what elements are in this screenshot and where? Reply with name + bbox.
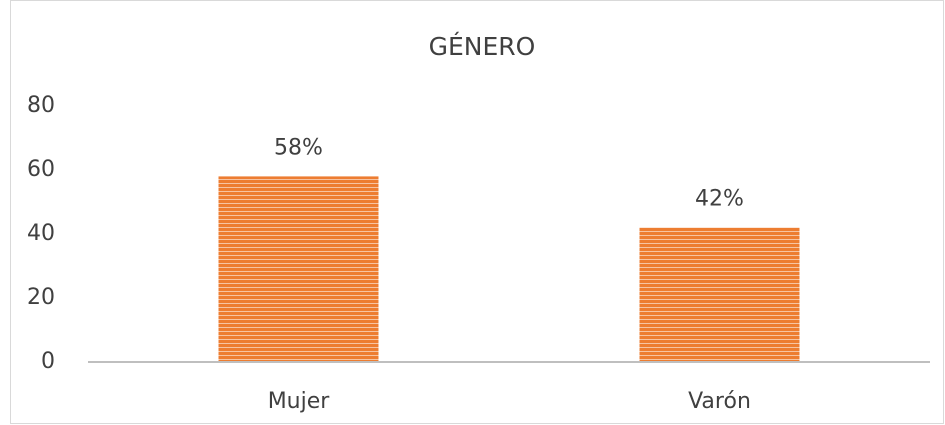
data-label: 58%	[274, 135, 323, 160]
y-tick-label: 20	[27, 285, 55, 310]
y-tick-label: 80	[27, 93, 55, 118]
chart-border	[10, 0, 944, 424]
bar	[639, 227, 800, 362]
bar	[218, 176, 379, 362]
x-tick-label: Mujer	[268, 389, 331, 414]
y-tick-label: 60	[27, 157, 55, 182]
chart-title: GÉNERO	[429, 32, 536, 61]
y-tick-label: 0	[41, 349, 55, 374]
y-tick-label: 40	[27, 221, 55, 246]
x-tick-label: Varón	[688, 389, 751, 414]
data-label: 42%	[695, 187, 744, 212]
